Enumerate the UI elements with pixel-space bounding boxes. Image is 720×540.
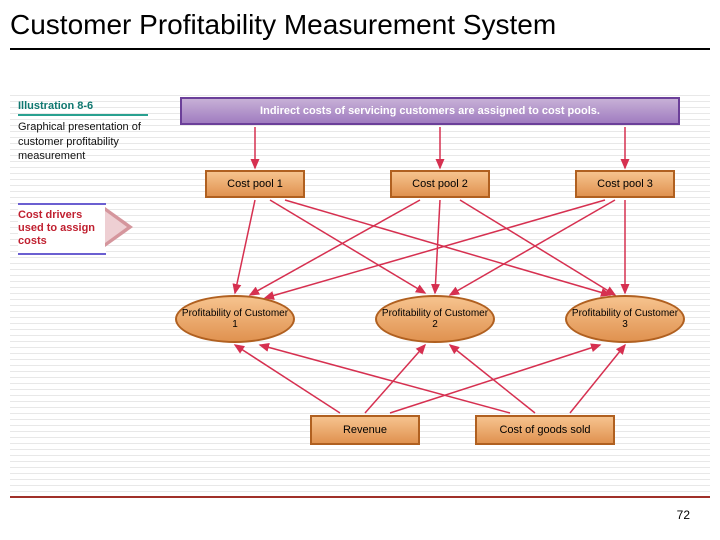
node-cost-pool-2: Cost pool 2	[390, 170, 490, 198]
node-cost-pool-3: Cost pool 3	[575, 170, 675, 198]
node-revenue: Revenue	[310, 415, 420, 445]
node-cost-pool-1: Cost pool 1	[205, 170, 305, 198]
footer-rule	[10, 496, 710, 498]
page-number: 72	[677, 508, 690, 522]
illustration-rule	[18, 114, 148, 116]
title-rule	[10, 48, 710, 50]
node-profitability-1: Profitability of Customer 1	[175, 295, 295, 343]
page-title: Customer Profitability Measurement Syste…	[0, 0, 720, 46]
node-profitability-2: Profitability of Customer 2	[375, 295, 495, 343]
cost-driver-arrow-inner	[105, 211, 127, 243]
illustration-caption: Graphical presentation of customer profi…	[18, 121, 141, 162]
cost-driver-label: Cost drivers used to assign costs	[18, 203, 106, 255]
node-cogs: Cost of goods sold	[475, 415, 615, 445]
node-profitability-3: Profitability of Customer 3	[565, 295, 685, 343]
illustration-number: Illustration 8-6	[18, 100, 93, 112]
illustration-label: Illustration 8-6 Graphical presentation …	[18, 99, 148, 163]
banner-indirect-costs: Indirect costs of servicing customers ar…	[180, 97, 680, 125]
diagram-area: Illustration 8-6 Graphical presentation …	[10, 95, 710, 495]
